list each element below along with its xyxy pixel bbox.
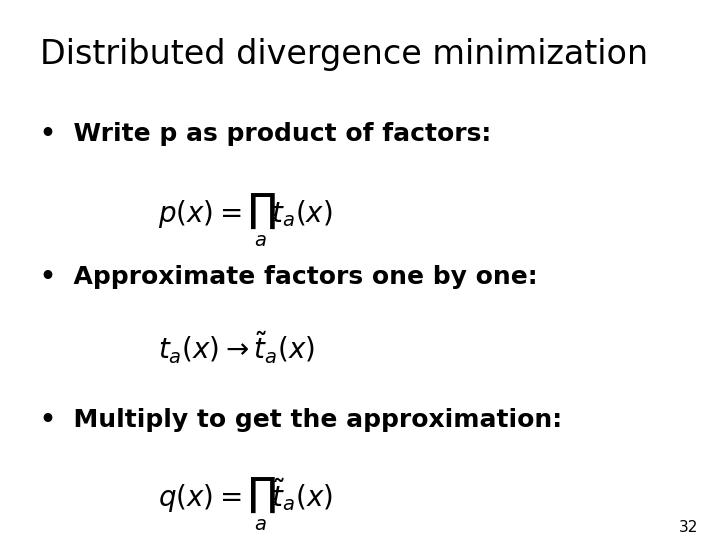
Text: Distributed divergence minimization: Distributed divergence minimization	[40, 38, 648, 71]
Text: $t_a(x) \rightarrow \tilde{t}_a(x)$: $t_a(x) \rightarrow \tilde{t}_a(x)$	[158, 329, 315, 366]
Text: •  Write p as product of factors:: • Write p as product of factors:	[40, 122, 491, 145]
Text: $q(x) = \prod_a \tilde{t}_a(x)$: $q(x) = \prod_a \tilde{t}_a(x)$	[158, 475, 333, 532]
Text: 32: 32	[679, 519, 698, 535]
Text: •  Approximate factors one by one:: • Approximate factors one by one:	[40, 265, 537, 288]
Text: •  Multiply to get the approximation:: • Multiply to get the approximation:	[40, 408, 562, 431]
Text: $p(x) = \prod_a t_a(x)$: $p(x) = \prod_a t_a(x)$	[158, 192, 333, 249]
